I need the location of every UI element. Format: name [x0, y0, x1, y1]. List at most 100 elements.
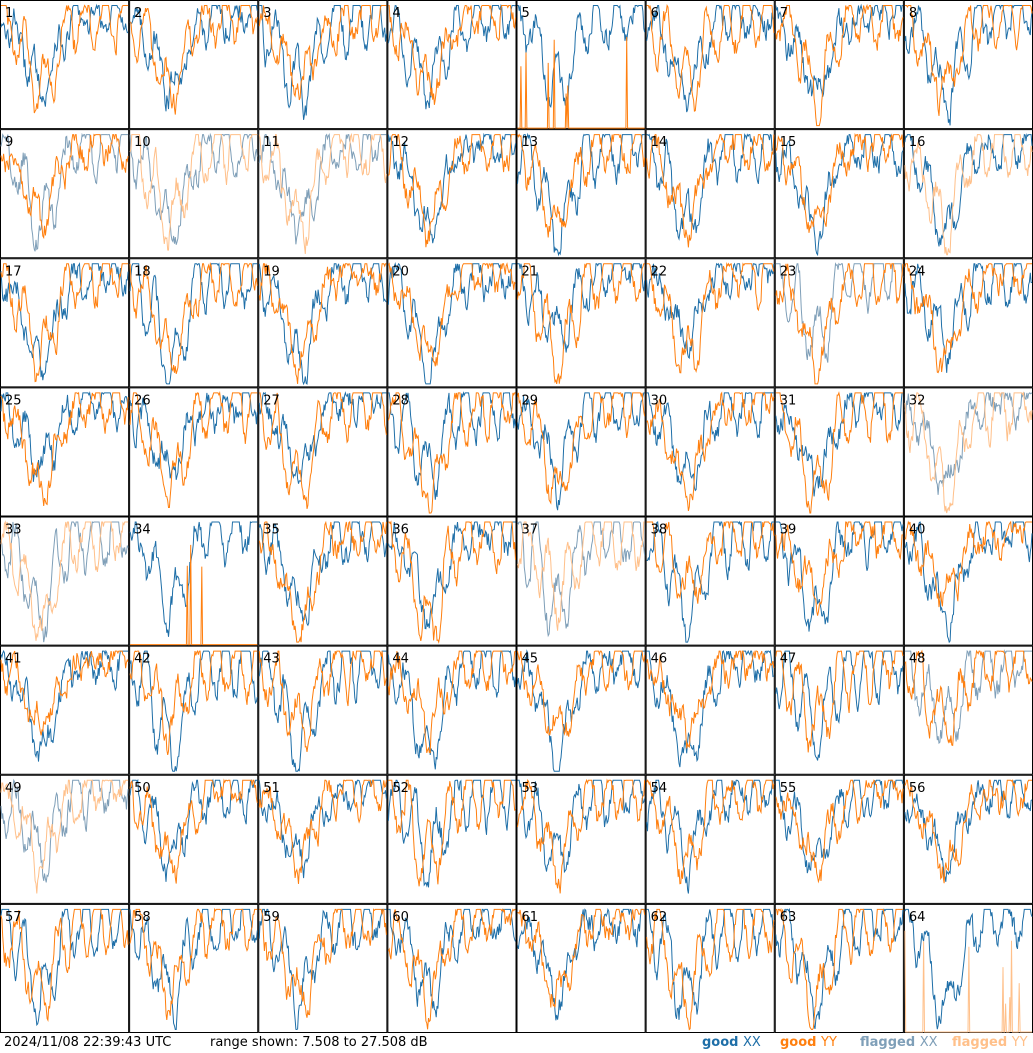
panel-frame [903, 516, 1033, 646]
series-yy [387, 392, 516, 514]
panel-label: 1 [5, 6, 13, 21]
panel-label: 41 [5, 652, 22, 667]
panel-frame [129, 0, 259, 130]
panel-frame [258, 0, 388, 130]
panel-frame [387, 0, 517, 130]
series-yy [258, 779, 387, 884]
panel-15: 15 [774, 129, 904, 259]
series-yy [517, 392, 646, 505]
panel-3: 3 [258, 0, 388, 130]
panel-label: 10 [134, 135, 151, 150]
panel-label: 27 [263, 393, 280, 408]
panel-45: 45 [516, 645, 646, 775]
legend-flagged-xx: flagged XX [860, 1035, 938, 1050]
series-xx [646, 133, 775, 241]
panel-frame [774, 387, 904, 517]
panel-label: 13 [522, 135, 539, 150]
panel-label: 7 [780, 6, 788, 21]
panel-56: 56 [903, 774, 1033, 904]
panel-44: 44 [387, 645, 517, 775]
panel-label: 19 [263, 264, 280, 279]
series-yy [130, 544, 258, 646]
panel-55: 55 [774, 774, 904, 904]
panel-label: 4 [392, 6, 400, 21]
series-yy [129, 134, 258, 251]
panel-52: 52 [387, 774, 517, 904]
series-yy [646, 4, 775, 112]
panel-label: 62 [651, 910, 668, 925]
series-xx [0, 132, 129, 252]
panel-label: 43 [263, 652, 280, 667]
series-xx [258, 908, 387, 1031]
series-xx [258, 520, 387, 627]
panel-frame [774, 258, 904, 388]
panel-frame [258, 387, 388, 517]
panel-41: 41 [0, 645, 130, 775]
series-yy [646, 650, 775, 749]
series-xx [387, 521, 516, 630]
panel-label: 30 [651, 393, 668, 408]
panel-label: 2 [134, 6, 142, 21]
panel-frame [0, 774, 130, 904]
panel-label: 16 [909, 135, 926, 150]
series-yy [517, 36, 645, 129]
series-xx [258, 650, 387, 772]
panel-11: 11 [258, 129, 388, 259]
panel-49: 49 [0, 774, 130, 904]
panel-label: 50 [134, 781, 151, 796]
series-yy [904, 520, 1032, 608]
panel-frame [903, 774, 1033, 904]
panel-label: 60 [392, 910, 409, 925]
panel-61: 61 [516, 903, 646, 1033]
panel-13: 13 [516, 129, 646, 259]
series-yy [0, 133, 129, 240]
series-xx [258, 133, 387, 245]
legend-flagged-yy: flagged YY [952, 1035, 1028, 1050]
series-yy [387, 908, 516, 1030]
panel-58: 58 [129, 903, 259, 1033]
footer: 2024/11/08 22:39:43 UTC range shown: 7.5… [0, 1033, 1033, 1053]
series-xx [129, 392, 258, 480]
series-xx [646, 908, 775, 1020]
panel-label: 18 [134, 264, 151, 279]
panel-label: 12 [392, 135, 409, 150]
panel-label: 6 [651, 6, 659, 21]
panel-label: 44 [392, 652, 409, 667]
panel-2: 2 [129, 0, 259, 130]
series-yy [775, 263, 904, 385]
series-xx [904, 5, 1033, 126]
panel-frame [387, 903, 517, 1033]
panel-22: 22 [645, 258, 775, 388]
series-yy [258, 520, 387, 643]
series-yy [775, 650, 904, 753]
panel-label: 34 [134, 523, 151, 538]
series-xx [904, 649, 1032, 745]
panel-label: 63 [780, 910, 797, 925]
panel-23: 23 [774, 258, 904, 388]
panel-label: 40 [909, 523, 926, 538]
panel-9: 9 [0, 129, 130, 259]
panel-label: 5 [522, 6, 530, 21]
series-yy [129, 907, 258, 1020]
panel-12: 12 [387, 129, 517, 259]
panel-label: 32 [909, 393, 926, 408]
series-yy [646, 779, 775, 885]
series-yy [0, 263, 129, 383]
series-yy [517, 521, 645, 631]
series-xx [0, 262, 129, 381]
series-yy [646, 391, 775, 512]
series-xx [517, 521, 646, 638]
panel-48: 48 [903, 645, 1033, 775]
series-yy [0, 520, 129, 641]
panel-label: 64 [909, 910, 926, 925]
panel-17: 17 [0, 258, 130, 388]
panel-label: 38 [651, 523, 668, 538]
series-yy [0, 650, 129, 736]
series-xx [0, 778, 129, 883]
panel-25: 25 [0, 387, 130, 517]
panel-42: 42 [129, 645, 259, 775]
panel-5: 5 [516, 0, 646, 130]
series-yy [1, 4, 129, 114]
series-xx [904, 392, 1033, 495]
panel-label: 54 [651, 781, 668, 796]
